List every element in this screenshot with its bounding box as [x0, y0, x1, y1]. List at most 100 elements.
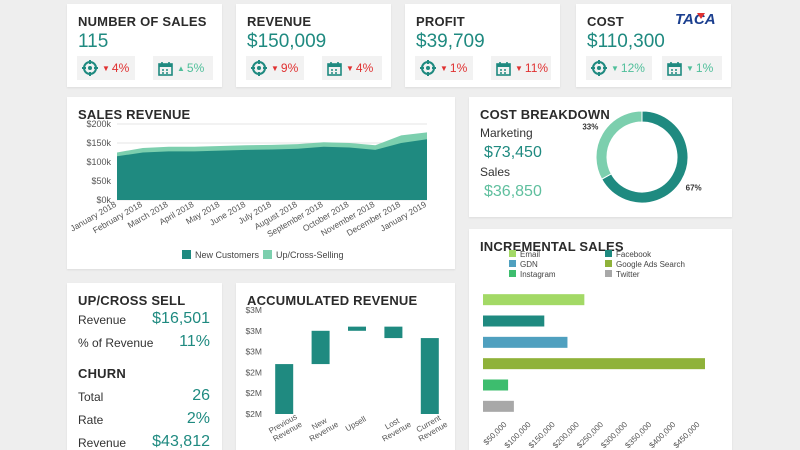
waterfall-bar	[384, 326, 403, 339]
legend-swatch-upcross	[263, 250, 272, 259]
y-tick-label: $2M	[245, 409, 262, 419]
legend-swatch	[509, 260, 516, 267]
legend-label-new-customers: New Customers	[195, 250, 260, 260]
legend-label: Instagram	[520, 270, 556, 279]
upcross-churn-card: UP/CROSS SELL Revenue $16,501 % of Reven…	[67, 283, 222, 450]
upcross-title: UP/CROSS SELL	[78, 293, 186, 308]
kpi-card-profit: PROFIT $39,709 ▼ 1% ▼ 11%	[405, 4, 560, 87]
target-change-chip: ▼ 4%	[77, 56, 135, 80]
marketing-value: $73,450	[484, 144, 542, 161]
bar-facebook	[483, 315, 545, 327]
churn-rate-value: 2%	[186, 410, 210, 427]
donut-label: 33%	[582, 122, 598, 131]
y-tick-label: $3M	[245, 305, 262, 315]
accumulated-revenue-card: ACCUMULATED REVENUE $2M $2M $2M $3M $3M $3M Pr…	[236, 283, 455, 450]
kpi-title: PROFIT	[416, 14, 465, 29]
target-change-value: 1%	[449, 61, 468, 75]
kpi-card-cost: COST TACA $110,300 ▼ 12% ▼ 1%	[576, 4, 731, 87]
upsell-revenue-label: Revenue	[78, 313, 127, 327]
calendar-icon	[327, 61, 342, 76]
legend-label: Email	[520, 250, 540, 259]
period-change-chip: ▲ 5%	[153, 56, 213, 80]
taca-logo: TACA	[675, 11, 716, 28]
period-change-value: 11%	[524, 61, 549, 75]
target-change-value: 12%	[620, 61, 645, 75]
kpi-card-sales: NUMBER OF SALES 115 ▼ 4% ▲ 5%	[67, 4, 222, 87]
legend-label: Google Ads Search	[616, 260, 685, 269]
period-change-chip: ▼ 4%	[322, 56, 382, 80]
y-tick-label: $2M	[245, 388, 262, 398]
cost-breakdown-card: COST BREAKDOWN Marketing $73,450 Sales $…	[469, 97, 732, 217]
calendar-icon	[667, 61, 682, 76]
down-arrow-icon: ▼	[102, 63, 110, 73]
legend-swatch	[509, 250, 516, 257]
x-tick-label: Upsell	[344, 414, 368, 433]
pct-revenue-label: % of Revenue	[78, 336, 154, 350]
x-tick-label: NewRevenue	[303, 412, 340, 444]
upsell-revenue-value: $16,501	[152, 310, 210, 327]
legend-swatch	[509, 270, 516, 277]
sales-revenue-card: SALES REVENUE $0k $50k $100k $150k $200k Janu…	[67, 97, 455, 269]
down-arrow-icon: ▼	[686, 63, 694, 73]
bar-twitter	[483, 400, 514, 412]
churn-rate-label: Rate	[78, 413, 104, 427]
waterfall-bar	[348, 326, 366, 331]
bar-email	[483, 294, 585, 306]
target-change-chip: ▼ 9%	[246, 56, 304, 80]
x-tick-label: LostRevenue	[376, 412, 413, 444]
down-arrow-icon: ▼	[346, 63, 354, 73]
legend-label: Facebook	[616, 250, 652, 259]
churn-revenue-value: $43,812	[152, 433, 210, 450]
legend-swatch-new-customers	[182, 250, 191, 259]
donut-slice-sales	[595, 110, 643, 180]
target-icon	[591, 60, 607, 76]
legend-label-upcross: Up/Cross-Selling	[276, 250, 344, 260]
x-tick-label: $450,000	[672, 420, 702, 450]
waterfall-bar	[275, 364, 294, 414]
y-tick-label: $50k	[91, 176, 111, 186]
target-change-chip: ▼ 12%	[586, 56, 652, 80]
y-tick-label: $150k	[86, 138, 111, 148]
kpi-title: REVENUE	[247, 14, 312, 29]
period-change-value: 5%	[186, 61, 205, 75]
incremental-sales-chart: Email Facebook GDN Google Ads Search Instagr…	[482, 250, 705, 450]
legend-label: GDN	[520, 260, 538, 269]
period-change-chip: ▼ 11%	[491, 56, 551, 80]
kpi-value: $39,709	[416, 31, 485, 52]
target-change-value: 9%	[280, 61, 299, 75]
x-tick-label: PreviousRevenue	[267, 412, 304, 444]
calendar-icon	[158, 61, 173, 76]
waterfall-bar	[311, 330, 330, 365]
target-icon	[251, 60, 267, 76]
svg-text:TACA: TACA	[675, 11, 716, 28]
card-title: ACCUMULATED REVENUE	[247, 293, 418, 308]
kpi-title: NUMBER OF SALES	[78, 14, 207, 29]
down-arrow-icon: ▼	[611, 63, 619, 73]
cost-donut-chart: 67% 33%	[582, 110, 702, 204]
kpi-title: COST	[587, 14, 624, 29]
waterfall-bar	[420, 338, 439, 414]
churn-total-label: Total	[78, 390, 104, 404]
target-change-chip: ▼ 1%	[415, 56, 473, 80]
sales-value: $36,850	[484, 183, 542, 200]
legend-label: Twitter	[616, 270, 640, 279]
y-tick-label: $3M	[245, 347, 262, 357]
donut-slice-marketing	[601, 110, 689, 204]
churn-total-value: 26	[192, 387, 210, 404]
legend-swatch	[605, 260, 612, 267]
down-arrow-icon: ▼	[515, 63, 523, 73]
sales-label: Sales	[480, 165, 511, 179]
incremental-sales-card: INCREMENTAL SALES Email Facebook GDN Google…	[469, 229, 732, 450]
down-arrow-icon: ▼	[440, 63, 448, 73]
period-change-value: 4%	[355, 61, 374, 75]
x-tick-label: CurrentRevenue	[412, 412, 449, 444]
churn-revenue-label: Revenue	[78, 436, 127, 450]
y-tick-label: $100k	[86, 157, 111, 167]
bar-instagram	[483, 379, 509, 391]
card-title: SALES REVENUE	[78, 107, 191, 122]
bar-google-ads-search	[483, 358, 705, 370]
legend-swatch	[605, 250, 612, 257]
target-icon	[420, 60, 436, 76]
legend-swatch	[605, 270, 612, 277]
